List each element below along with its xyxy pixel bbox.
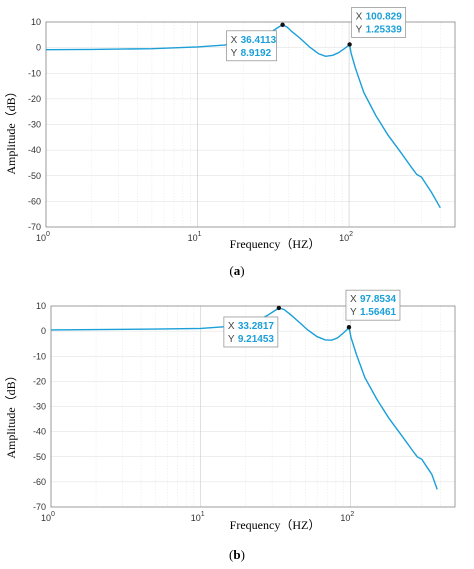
datatip-x-value: 36.4113 (241, 35, 277, 46)
y-tick-label: -30 (33, 402, 46, 412)
datatip-y-key: Y (228, 334, 235, 345)
y-tick-label: -20 (28, 94, 41, 104)
datatip-box (226, 30, 277, 62)
plot-frame-b (50, 305, 456, 508)
x-axis-label-a: Frequency（HZ） (230, 237, 321, 251)
y-tick-label: 0 (36, 43, 41, 53)
y-ticks-a: 10 0 -10 -20 -30 -40 -50 -60 -70 (28, 17, 41, 232)
y-tick-label: 10 (31, 17, 41, 27)
y-tick-label: -70 (33, 502, 46, 512)
datatip-y-key: Y (350, 307, 357, 318)
y-tick-label: -10 (33, 351, 46, 361)
datatip-box (351, 7, 407, 38)
y-tick-label: -30 (28, 120, 41, 130)
datatip-box (223, 316, 279, 348)
y-tick-label: -20 (33, 376, 46, 386)
x-tick-label: 101 (191, 511, 205, 523)
y-tick-label: -60 (28, 196, 41, 206)
datatip-y-key: Y (231, 48, 238, 59)
x-ticks-b: 100 101 102 (41, 511, 354, 523)
y-tick-label: 10 (36, 301, 46, 311)
x-tick-label: 100 (36, 231, 50, 243)
y-tick-label: -10 (28, 68, 41, 78)
x-tick-label: 100 (41, 511, 55, 523)
datatip-box (345, 289, 401, 321)
datatip-marker (346, 324, 352, 330)
bode-plot-a: 100-10-20-30-40-50-60-70 100 101 102 X 36.4… (4, 7, 456, 278)
y-ticks-b: 10 0 -10 -20 -30 -40 -50 -60 -70 (33, 301, 46, 512)
y-tick-label: -40 (28, 145, 41, 155)
y-tick-label: 0 (41, 326, 46, 336)
datatip-x-value: 97.8534 (360, 294, 397, 305)
datatip-x-key: X (231, 35, 238, 46)
y-tick-label: -70 (28, 222, 41, 232)
y-axis-label-a: Amplitude（dB） (4, 85, 18, 174)
plot-frame-a (45, 21, 456, 228)
datatip-marker (276, 305, 282, 311)
x-tick-label: 101 (188, 231, 202, 243)
datatip-marker (280, 22, 285, 27)
datatip-y-value: 9.21453 (238, 334, 275, 345)
x-ticks-a: 100 101 102 (36, 231, 353, 243)
panel-label-b: (b) (229, 547, 245, 562)
x-axis-label-b: Frequency（HZ） (230, 518, 321, 532)
y-tick-label: -60 (33, 477, 46, 487)
datatip-y-key: Y (356, 24, 363, 35)
datatip-x-key: X (228, 321, 235, 332)
datatip-y-value: 1.25339 (366, 24, 403, 35)
datatip-x-key: X (356, 11, 363, 22)
x-tick-label: 102 (339, 231, 353, 243)
y-tick-label: -50 (33, 452, 46, 462)
datatip-x-key: X (350, 294, 357, 305)
datatip-marker (347, 42, 352, 47)
x-tick-label: 102 (340, 511, 354, 523)
y-tick-label: -50 (28, 171, 41, 181)
panel-label-a: (a) (229, 263, 244, 278)
datatip-x-value: 100.829 (366, 11, 403, 22)
datatip-y-value: 1.56461 (360, 307, 397, 318)
y-axis-label-b: Amplitude（dB） (4, 369, 18, 458)
datatip-y-value: 8.9192 (241, 48, 272, 59)
grid-a (45, 21, 456, 228)
datatip-x-value: 33.2817 (238, 321, 275, 332)
y-tick-label: -40 (33, 427, 46, 437)
bode-plot-b: 100-10-20-30-40-50-60-70 100 101 102 X 33.2… (4, 289, 456, 562)
